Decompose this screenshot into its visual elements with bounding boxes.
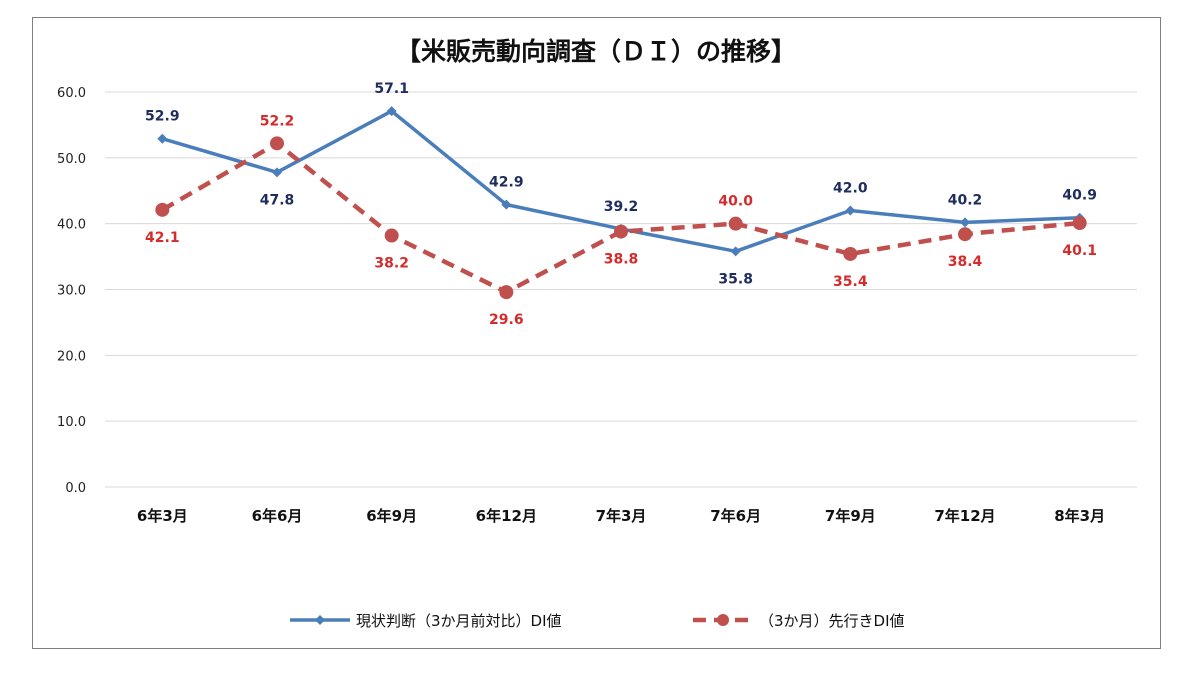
data-label: 42.0	[833, 181, 868, 197]
x-tick-label: 6年6月	[252, 507, 303, 525]
data-point	[384, 228, 399, 243]
y-tick-label: 60.0	[57, 86, 86, 101]
data-labels: 52.9 42.1 47.8 52.2 57.1 38.2 42.9 29.6 39.2 38.8…	[145, 81, 1097, 328]
chart-frame	[32, 17, 1161, 649]
data-label: 42.1	[145, 230, 180, 246]
chart-title: 【米販売動向調査（ＤＩ）の推移】	[396, 37, 796, 66]
data-point	[272, 167, 282, 178]
legend-label: 現状判断（3か月前対比）DI値	[356, 612, 562, 630]
data-label: 29.6	[489, 312, 524, 328]
data-point	[155, 202, 170, 217]
y-tick-label: 20.0	[57, 349, 86, 364]
data-point	[614, 224, 628, 239]
data-label: 35.4	[833, 274, 868, 290]
data-label: 52.9	[145, 109, 180, 125]
data-label: 52.2	[260, 113, 295, 129]
data-label: 38.8	[604, 252, 639, 268]
y-axis-ticks: 0.0 10.0 20.0 30.0 40.0 50.0 60.0	[57, 86, 86, 496]
data-point	[1072, 216, 1087, 231]
data-point	[386, 106, 397, 117]
y-tick-label: 0.0	[65, 481, 86, 496]
data-point	[730, 246, 741, 257]
y-tick-label: 50.0	[57, 152, 86, 167]
data-point	[843, 246, 858, 261]
series-lines	[155, 106, 1087, 300]
grid-lines	[105, 91, 1137, 488]
x-tick-label: 7年12月	[934, 507, 995, 525]
x-tick-label: 7年6月	[710, 507, 761, 525]
x-tick-label: 6年3月	[137, 507, 188, 525]
x-tick-label: 6年12月	[476, 507, 537, 525]
data-point	[728, 216, 743, 231]
data-label: 40.1	[1062, 243, 1097, 259]
x-tick-label: 6年9月	[366, 507, 417, 525]
data-label: 57.1	[374, 81, 409, 97]
data-point	[157, 133, 168, 144]
x-tick-label: 7年9月	[825, 507, 876, 525]
data-point	[960, 217, 970, 228]
y-tick-label: 30.0	[57, 284, 86, 299]
x-axis-ticks: 6年3月 6年6月 6年9月 6年12月 7年3月 7年6月 7年9月 7年12月 8年3月	[137, 507, 1105, 525]
data-point	[501, 199, 512, 210]
data-point	[499, 285, 514, 300]
data-label: 35.8	[718, 271, 753, 287]
legend: 現状判断（3か月前対比）DI値 （3か月）先行きDI値	[290, 612, 905, 630]
x-tick-label: 7年3月	[596, 507, 647, 525]
series-line	[161, 141, 1080, 295]
data-point	[270, 136, 284, 151]
data-label: 38.4	[948, 254, 983, 270]
legend-marker	[717, 614, 729, 626]
data-label: 47.8	[260, 192, 295, 208]
data-point	[958, 227, 972, 242]
data-label: 42.9	[489, 175, 524, 191]
data-label: 40.9	[1062, 188, 1097, 204]
y-tick-label: 40.0	[57, 218, 86, 233]
data-label: 38.2	[374, 256, 409, 272]
x-tick-label: 8年3月	[1054, 507, 1105, 525]
legend-label: （3か月）先行きDI値	[759, 612, 905, 630]
data-label: 39.2	[604, 199, 639, 215]
data-label: 40.2	[948, 192, 983, 208]
legend-marker	[315, 615, 325, 625]
y-tick-label: 10.0	[57, 415, 86, 430]
data-label: 40.0	[718, 194, 753, 210]
data-point	[845, 205, 856, 216]
